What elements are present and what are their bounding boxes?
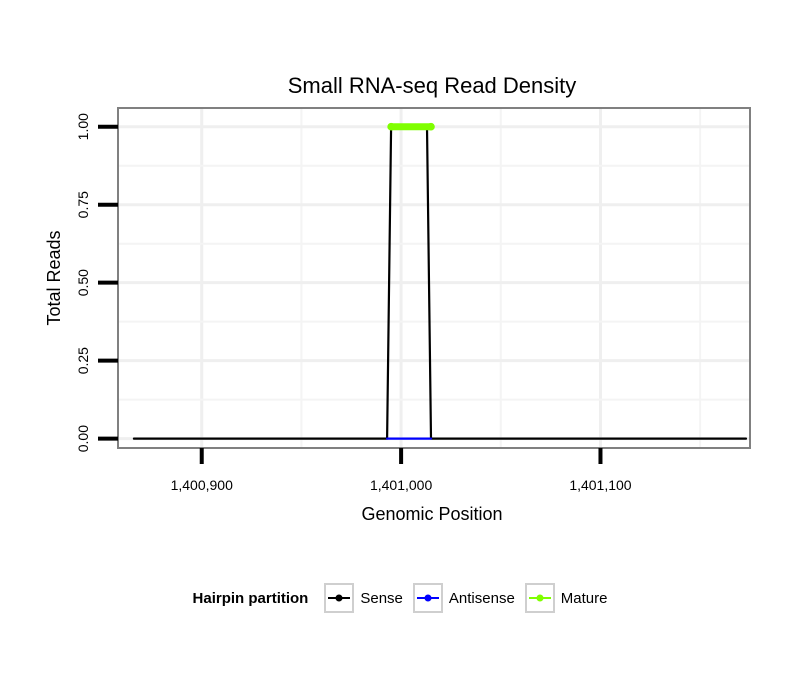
chart: Small RNA-seq Read Density 1,400,900 1,40…	[44, 73, 751, 524]
y-axis-label: Total Reads	[44, 230, 64, 325]
legend-key-sense	[324, 583, 355, 613]
chart-title: Small RNA-seq Read Density	[288, 73, 577, 98]
y-tick-label: 0.25	[75, 347, 91, 374]
x-tick-label: 1,401,000	[370, 477, 432, 493]
legend-dot-antisense	[424, 594, 432, 602]
legend-key-antisense	[412, 583, 443, 613]
legend-item-mature: Mature	[524, 583, 612, 613]
y-tick-label: 1.00	[75, 113, 91, 140]
y-tick-label: 0.75	[75, 191, 91, 218]
legend-item-antisense: Antisense	[412, 583, 519, 613]
legend-label-mature: Mature	[560, 589, 608, 607]
x-axis-label: Genomic Position	[361, 504, 502, 524]
grid	[118, 108, 750, 448]
legend: Hairpin partition Sense Antisense Mature	[0, 582, 810, 614]
x-tick-label: 1,401,100	[569, 477, 631, 493]
legend-dot-mature	[536, 594, 544, 602]
legend-key-mature	[524, 583, 555, 613]
series-point-mature	[427, 122, 435, 131]
legend-item-sense: Sense	[324, 583, 407, 613]
legend-dot-sense	[335, 594, 343, 602]
series-point-mature	[387, 122, 395, 131]
y-tick-label: 0.00	[75, 425, 91, 452]
series-layer	[132, 122, 748, 440]
legend-title: Hairpin partition	[192, 589, 309, 607]
x-tick-label: 1,400,900	[171, 477, 233, 493]
y-tick-label: 0.50	[75, 269, 91, 296]
axes: 1,400,900 1,401,000 1,401,100 0.00 0.25 0.50 0…	[75, 113, 632, 493]
plot-panel-border	[117, 107, 751, 449]
legend-label-antisense: Antisense	[448, 589, 515, 607]
legend-label-sense: Sense	[360, 589, 403, 607]
